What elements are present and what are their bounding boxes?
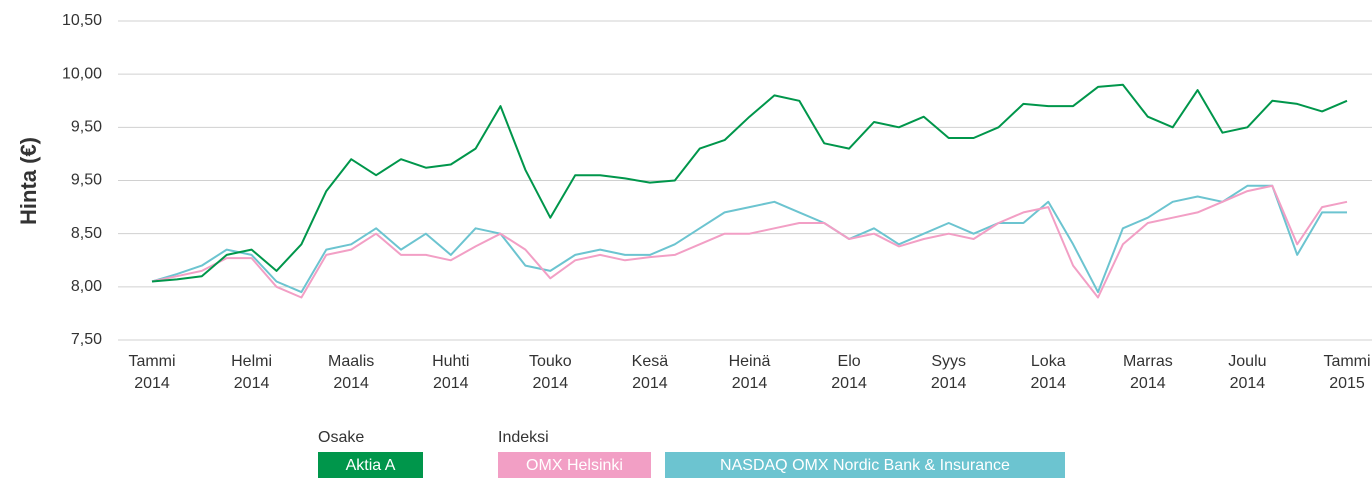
x-tick-label: Joulu	[1228, 353, 1266, 370]
series-line	[151, 184, 1347, 294]
y-axis-title: Hinta (€)	[16, 137, 41, 225]
x-tick-label: 2014	[1030, 375, 1066, 392]
x-tick-label: Elo	[838, 353, 861, 370]
x-tick-label: Maalis	[328, 353, 374, 370]
x-tick-label: 2014	[831, 375, 867, 392]
y-tick-label: 10,50	[62, 12, 102, 29]
legend-label: NASDAQ OMX Nordic Bank & Insurance	[720, 457, 1010, 474]
x-tick-label: 2015	[1329, 375, 1365, 392]
y-tick-label: 7,50	[71, 331, 102, 348]
legend-swatch	[318, 452, 423, 478]
x-tick-label: 2014	[533, 375, 569, 392]
x-tick-label: 2014	[134, 375, 170, 392]
y-tick-label: 10,00	[62, 65, 102, 82]
y-tick-label: 9,50	[71, 172, 102, 189]
x-tick-label: 2014	[931, 375, 967, 392]
x-tick-label: Huhti	[432, 353, 469, 370]
x-tick-label: Tammi	[128, 353, 175, 370]
x-tick-label: 2014	[1230, 375, 1266, 392]
series-line	[151, 184, 1348, 299]
x-tick-label: Tammi	[1323, 353, 1370, 370]
y-tick-label: 8,00	[71, 278, 102, 295]
legend-group-title: Osake	[318, 429, 364, 446]
x-tick-label: 2014	[1130, 375, 1166, 392]
x-tick-label: 2014	[433, 375, 469, 392]
x-tick-label: Loka	[1031, 353, 1066, 370]
y-tick-label: 8,50	[71, 225, 102, 242]
x-tick-label: 2014	[234, 375, 270, 392]
series-line	[151, 83, 1348, 283]
legend-swatch	[498, 452, 651, 478]
legend-group-title: Indeksi	[498, 429, 549, 446]
x-tick-label: Syys	[931, 353, 966, 370]
legend-label: OMX Helsinki	[526, 457, 623, 474]
x-tick-label: 2014	[632, 375, 668, 392]
legend-swatch	[665, 452, 1065, 478]
x-tick-label: 2014	[732, 375, 768, 392]
x-tick-label: Marras	[1123, 353, 1173, 370]
legend-label: Aktia A	[346, 457, 396, 474]
y-tick-label: 9,50	[71, 119, 102, 136]
x-tick-label: 2014	[333, 375, 369, 392]
x-tick-label: Touko	[529, 353, 572, 370]
x-tick-label: Heinä	[729, 353, 771, 370]
x-tick-label: Helmi	[231, 353, 272, 370]
x-tick-label: Kesä	[632, 353, 669, 370]
